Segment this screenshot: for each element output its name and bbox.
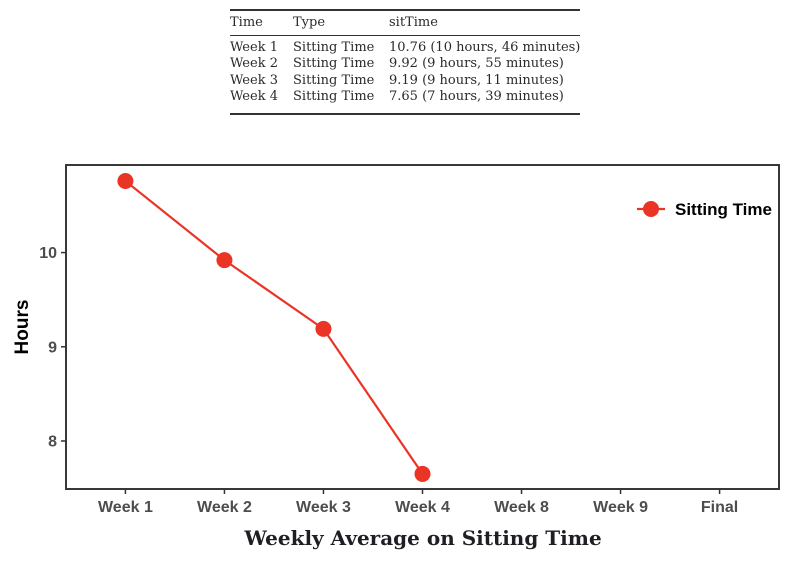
sitting-time-chart: 8 9 10 Week 1 Week 2 Week 3 Week 4 Week 8 Week 9… — [12, 164, 780, 516]
column-header-type: Type — [293, 10, 389, 36]
y-tick-label: 9 — [48, 339, 57, 356]
x-tick-label: Week 4 — [395, 499, 450, 516]
data-point — [414, 465, 431, 482]
table-cell: Week 4 — [230, 89, 278, 105]
x-tick-label: Week 2 — [197, 499, 252, 516]
x-tick-label: Week 8 — [494, 499, 549, 516]
y-tick-label: 10 — [39, 245, 57, 262]
table-cell: Sitting Time — [293, 56, 375, 72]
table-row: Week 1 Sitting Time 10.76 (10 hours, 46 mi… — [230, 36, 580, 57]
data-point — [315, 320, 332, 337]
data-point — [216, 252, 233, 269]
x-tick-label: Week 9 — [593, 499, 648, 516]
legend-key-point — [643, 201, 659, 217]
x-tick-label: Final — [701, 499, 738, 516]
table-cell: Sitting Time — [293, 40, 375, 55]
summary-table-body: Week 1 Sitting Time 10.76 (10 hours, 46 mi… — [230, 36, 580, 114]
x-axis-title: Weekly Average on Sitting Time — [244, 526, 602, 550]
y-tick-label: 8 — [48, 433, 57, 450]
summary-table-head: Time Type sitTime — [230, 10, 581, 36]
legend-label: Sitting Time — [675, 200, 772, 219]
x-tick-label: Week 3 — [296, 499, 351, 516]
table-cell: 9.19 (9 hours, 11 minutes) — [389, 72, 564, 88]
table-cell: Sitting Time — [293, 89, 375, 105]
table-row: Week 3 Sitting Time 9.19 (9 hours, 11 minu… — [230, 73, 580, 89]
table-cell: 7.65 (7 hours, 39 minutes) — [389, 89, 564, 105]
data-point — [117, 173, 134, 190]
table-cell: Week 2 — [230, 56, 278, 72]
table-cell: Sitting Time — [293, 72, 375, 88]
x-tick-label: Week 1 — [98, 499, 153, 516]
table-row: Week 2 Sitting Time 9.92 (9 hours, 55 minu… — [230, 56, 580, 72]
y-axis-title: Hours — [12, 300, 33, 355]
table-cell: 10.76 (10 hours, 46 minutes) — [389, 40, 581, 55]
table-cell: Week 3 — [230, 72, 278, 88]
column-header-sittime: sitTime — [389, 10, 581, 36]
header-row: Time Type sitTime — [230, 10, 581, 36]
column-header-time: Time — [230, 10, 293, 36]
table-cell: Week 1 — [230, 40, 278, 55]
table-cell: 9.92 (9 hours, 55 minutes) — [389, 56, 564, 72]
series-line — [124, 180, 424, 475]
plot-panel-border — [65, 164, 780, 490]
summary-table: Time Type sitTime Week 1 Sitting Time 10.7… — [230, 9, 581, 115]
table-row: Week 4 Sitting Time 7.65 (7 hours, 39 minu… — [230, 89, 580, 113]
